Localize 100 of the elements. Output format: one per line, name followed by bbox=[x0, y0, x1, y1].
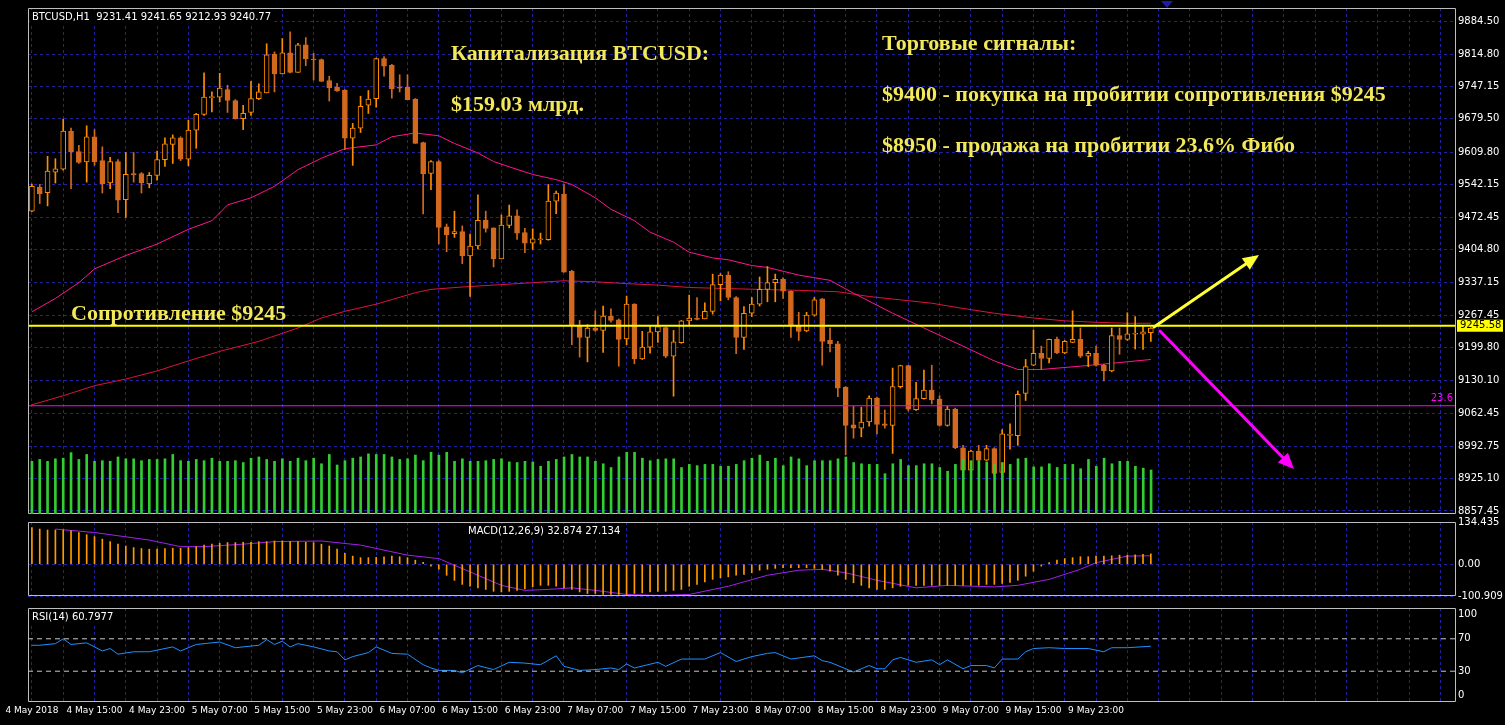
bar bbox=[273, 460, 276, 514]
bar bbox=[500, 458, 503, 514]
y-tick-label: 9609.80 bbox=[1458, 145, 1500, 157]
bar bbox=[1126, 460, 1129, 514]
bar bbox=[492, 459, 495, 514]
y-tick-label: 9814.80 bbox=[1458, 47, 1500, 59]
bar bbox=[179, 460, 182, 514]
bar bbox=[688, 464, 691, 514]
y-tick-label: -100.909 bbox=[1458, 589, 1503, 601]
ref-line-label: 9245.58 bbox=[1460, 319, 1502, 331]
bar bbox=[758, 454, 762, 514]
bar bbox=[594, 460, 597, 514]
x-tick-label: 5 May 07:00 bbox=[191, 704, 248, 715]
candlestick bbox=[349, 123, 356, 166]
y-tick-label: 9337.15 bbox=[1458, 275, 1500, 287]
bar bbox=[226, 460, 229, 514]
bar bbox=[907, 465, 910, 514]
bar bbox=[938, 467, 942, 514]
bar bbox=[46, 460, 49, 514]
bar bbox=[648, 460, 652, 514]
bar bbox=[234, 460, 237, 514]
y-tick-label: 9199.80 bbox=[1458, 341, 1500, 353]
bar bbox=[547, 460, 550, 514]
bar bbox=[554, 459, 558, 514]
candlestick bbox=[1038, 345, 1045, 370]
bar bbox=[93, 460, 96, 514]
bar bbox=[539, 465, 542, 514]
x-tick-label: 6 May 07:00 bbox=[379, 704, 436, 715]
bar bbox=[891, 463, 895, 514]
candlestick bbox=[592, 310, 599, 332]
y-tick-label: 9130.10 bbox=[1458, 374, 1500, 386]
bar bbox=[578, 456, 582, 514]
candlestick bbox=[1132, 316, 1139, 350]
bar bbox=[101, 460, 104, 514]
bar bbox=[507, 461, 511, 514]
candlestick bbox=[694, 297, 700, 321]
y-tick-label: 9542.15 bbox=[1458, 177, 1500, 189]
bar bbox=[813, 460, 816, 514]
bar bbox=[1040, 466, 1043, 514]
bar bbox=[680, 467, 683, 514]
chart-title: MACD(12,26,9) 32.874 27.134 bbox=[468, 525, 621, 536]
bar bbox=[406, 458, 409, 514]
y-tick-label: 30 bbox=[1458, 664, 1471, 676]
bar bbox=[281, 458, 284, 514]
y-tick-label: 0 bbox=[1458, 689, 1465, 701]
y-tick-label: 100 bbox=[1458, 608, 1478, 620]
candlestick bbox=[467, 233, 473, 297]
bar bbox=[359, 456, 362, 514]
y-tick-label: 9404.80 bbox=[1458, 243, 1500, 255]
bar bbox=[54, 458, 57, 514]
bar bbox=[1008, 464, 1012, 514]
bar bbox=[641, 457, 644, 514]
bar bbox=[805, 465, 809, 514]
chart-title: RSI(14) 60.7977 bbox=[32, 611, 114, 622]
bar bbox=[1134, 465, 1137, 514]
bar bbox=[711, 464, 715, 514]
y-tick-label: 9679.50 bbox=[1458, 112, 1500, 124]
bar bbox=[320, 463, 323, 514]
bar bbox=[312, 457, 315, 514]
bar bbox=[1055, 467, 1059, 514]
x-tick-label: 9 May 07:00 bbox=[942, 704, 1000, 715]
bar bbox=[1032, 466, 1036, 514]
candlestick bbox=[827, 327, 833, 353]
bar bbox=[218, 460, 222, 514]
bar bbox=[367, 453, 370, 514]
bar bbox=[868, 464, 871, 514]
bar bbox=[1118, 460, 1122, 514]
x-tick-label: 4 May 15:00 bbox=[66, 704, 123, 715]
bar bbox=[1087, 459, 1090, 514]
candlestick bbox=[655, 316, 661, 343]
y-tick-label: 9267.45 bbox=[1458, 308, 1500, 320]
bar bbox=[414, 454, 417, 514]
x-tick-label: 7 May 15:00 bbox=[629, 704, 687, 715]
x-tick-label: 4 May 2018 bbox=[5, 704, 59, 715]
bar bbox=[85, 454, 89, 514]
y-tick-label: 8857.45 bbox=[1458, 504, 1500, 516]
x-tick-label: 9 May 15:00 bbox=[1005, 704, 1062, 715]
annotation: $9400 - покупка на пробитии сопротивления $9245 bbox=[882, 81, 1386, 106]
bar bbox=[1079, 468, 1082, 514]
bar bbox=[828, 460, 832, 514]
bar bbox=[766, 460, 769, 514]
y-tick-label: 8925.10 bbox=[1458, 472, 1500, 484]
x-tick-label: 5 May 15:00 bbox=[254, 704, 311, 715]
bar bbox=[265, 459, 269, 514]
bar bbox=[734, 464, 738, 514]
bar bbox=[1048, 463, 1051, 514]
bar bbox=[860, 463, 863, 514]
bar bbox=[398, 459, 402, 514]
bar bbox=[914, 465, 918, 514]
y-tick-label: 9884.50 bbox=[1458, 14, 1500, 26]
bar bbox=[108, 460, 112, 514]
candlestick bbox=[529, 228, 536, 250]
bar bbox=[672, 458, 676, 514]
bar bbox=[187, 460, 190, 514]
bar bbox=[421, 460, 425, 514]
annotation: Капитализация BTCUSD: bbox=[451, 40, 710, 65]
bar bbox=[147, 459, 151, 514]
y-tick-label: 9062.45 bbox=[1458, 406, 1500, 418]
bar bbox=[468, 460, 472, 514]
candlestick bbox=[772, 273, 779, 303]
